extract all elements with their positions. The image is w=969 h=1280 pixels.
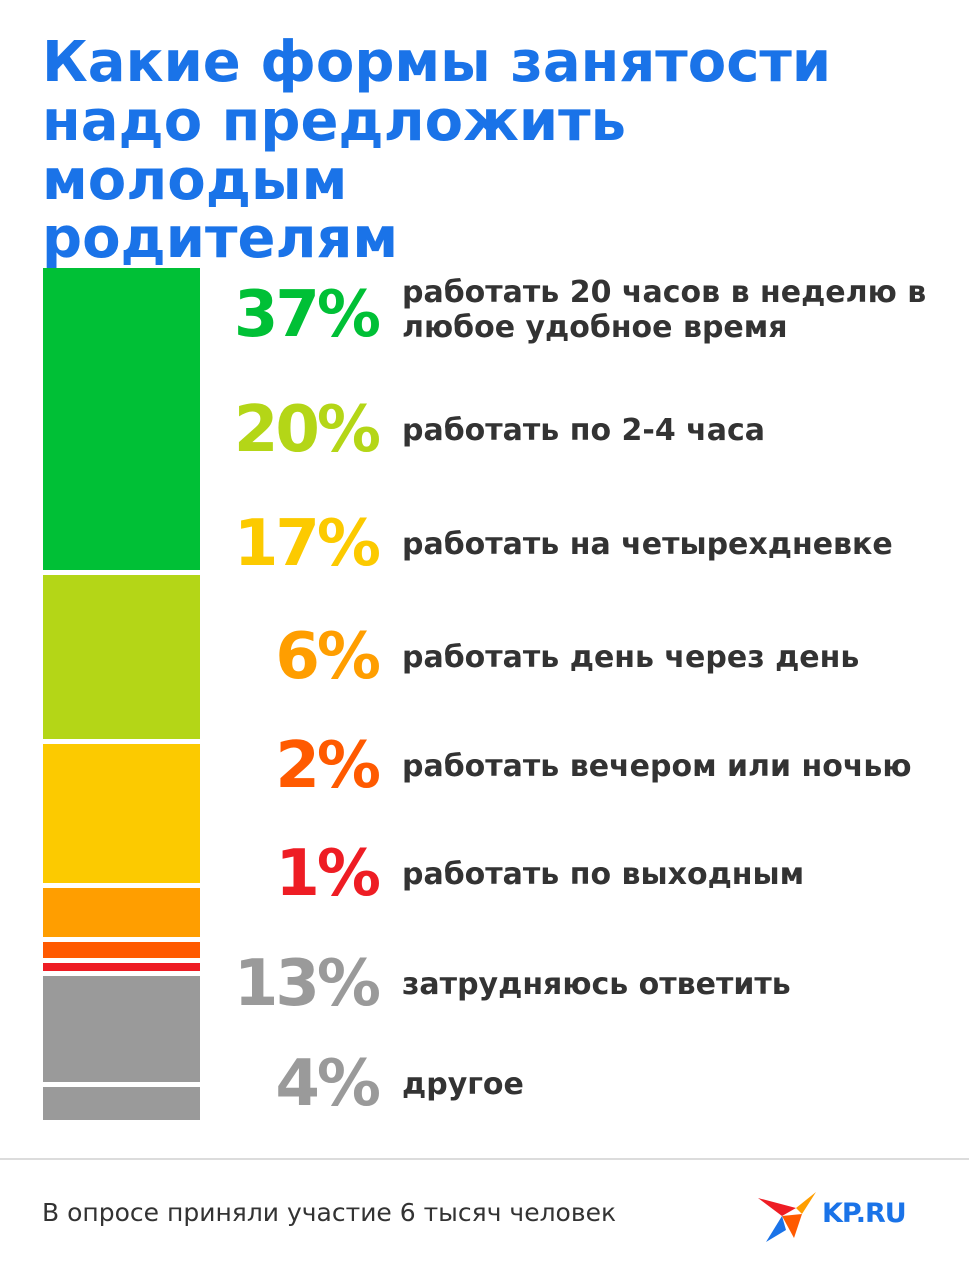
bar-segment-6 xyxy=(43,962,200,972)
category-label-4: работать день через день xyxy=(402,640,860,675)
value-label-5: 2% xyxy=(275,729,381,803)
bar-segment-7 xyxy=(43,976,200,1083)
category-label-3: работать на четырехдневке xyxy=(402,527,893,562)
title-line-1: Какие формы занятости xyxy=(42,30,832,95)
chart-title: Какие формы занятости надо предложить мо… xyxy=(42,30,942,272)
bar-segment-5 xyxy=(43,941,200,958)
bar-segment-2 xyxy=(43,575,200,739)
bar-segment-1 xyxy=(43,268,200,571)
bar-segment-3 xyxy=(43,743,200,883)
value-label-2: 20% xyxy=(233,393,381,467)
value-label-3: 17% xyxy=(233,507,381,581)
value-label-1: 37% xyxy=(233,278,381,352)
value-label-8: 4% xyxy=(275,1047,381,1121)
category-label-6: работать по выходным xyxy=(402,857,805,892)
title-line-2: надо предложить молодым xyxy=(42,88,626,213)
value-label-6: 1% xyxy=(275,837,381,911)
survey-note: В опросе приняли участие 6 тысяч человек xyxy=(42,1198,617,1227)
value-label-7: 13% xyxy=(233,947,381,1021)
logo-text: KP.RU xyxy=(822,1198,907,1229)
kp-logo[interactable]: KP.RU xyxy=(756,1190,936,1250)
category-label-5: работать вечером или ночью xyxy=(402,749,912,784)
category-label-1: работать 20 часов в неделю в любое удобн… xyxy=(402,275,927,346)
bar-segment-8 xyxy=(43,1087,200,1120)
category-label-2: работать по 2-4 часа xyxy=(402,413,766,448)
category-label-8: другое xyxy=(402,1067,524,1102)
title-line-3: родителям xyxy=(42,206,399,272)
value-label-4: 6% xyxy=(275,620,381,694)
bar-segment-4 xyxy=(43,887,200,937)
stacked-bar xyxy=(43,268,200,1120)
kp-bird-logo-icon xyxy=(758,1192,816,1242)
footer-divider xyxy=(0,1158,969,1160)
category-label-7: затрудняюсь ответить xyxy=(402,967,791,1002)
